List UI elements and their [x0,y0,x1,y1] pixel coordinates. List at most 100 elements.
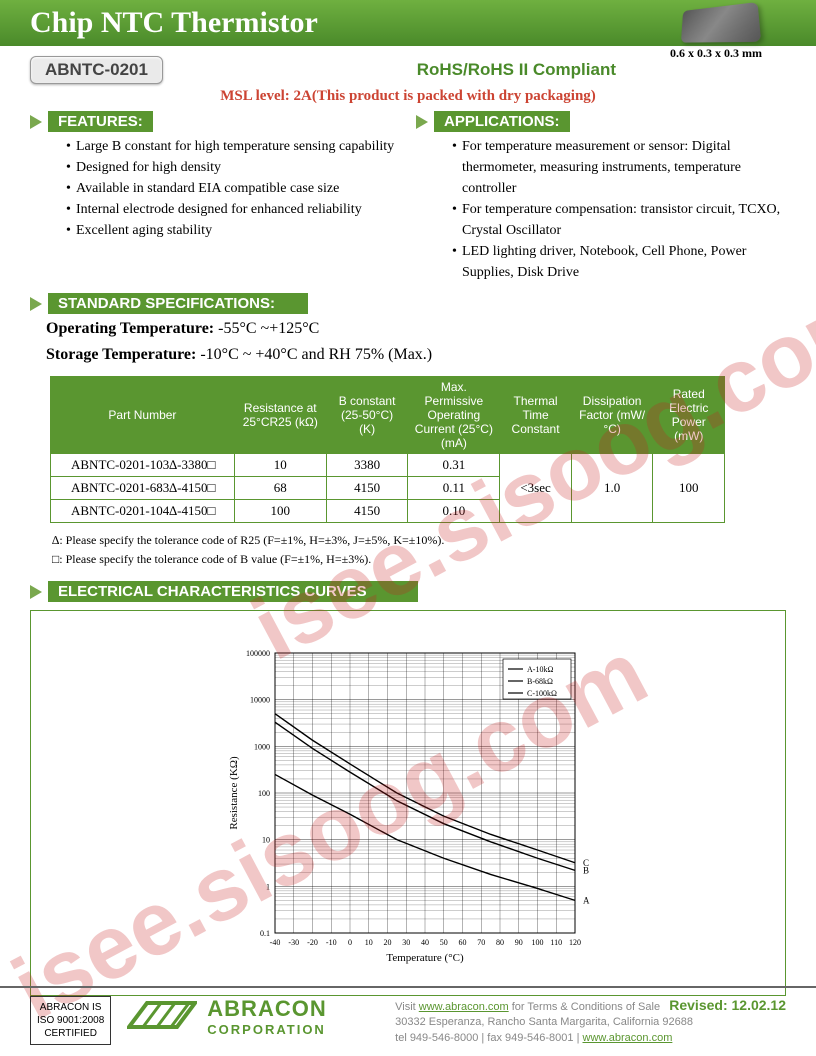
svg-text:A-10kΩ: A-10kΩ [527,665,553,674]
curves-title: ELECTRICAL CHARACTERISTICS CURVES [48,581,418,602]
list-item: Excellent aging stability [66,220,400,241]
svg-text:20: 20 [384,938,392,947]
features-list: Large B constant for high temperature se… [30,132,400,243]
svg-text:-40: -40 [270,938,281,947]
th-tc: Thermal Time Constant [500,377,571,454]
list-item: Large B constant for high temperature se… [66,136,400,157]
th-i: Max. Permissive Operating Current (25°C)… [408,377,500,454]
svg-text:30: 30 [402,938,410,947]
corp-name: ABRACON [207,996,326,1022]
svg-text:50: 50 [440,938,448,947]
svg-text:C: C [583,858,589,868]
table-row: ABNTC-0201-103∆-3380□ 10 3380 0.31 <3sec… [51,454,725,477]
cell-pn: ABNTC-0201-683∆-4150□ [51,477,235,500]
list-item: For temperature compensation: transistor… [452,199,786,241]
rt-curve-chart: 0.1110100100010000100000-40-30-20-100102… [223,623,593,983]
arrow-icon [30,297,42,311]
svg-text:90: 90 [515,938,523,947]
svg-text:B-68kΩ: B-68kΩ [527,677,553,686]
svg-text:C-100kΩ: C-100kΩ [527,689,557,698]
tel: tel 949-546-8000 | fax 949-546-8001 | [395,1032,582,1044]
svg-text:60: 60 [459,938,467,947]
svg-text:Temperature (°C): Temperature (°C) [386,952,464,964]
footnote-2: □: Please specify the tolerance code of … [0,550,816,569]
op-temp-value: -55°C ~+125°C [214,320,319,337]
address: 30332 Esperanza, Rancho Santa Margarita,… [395,1015,786,1030]
svg-text:10000: 10000 [250,696,270,705]
rohs-label: RoHS/RoHS II Compliant [417,60,616,80]
svg-text:-30: -30 [288,938,299,947]
svg-text:Resistance (KΩ): Resistance (KΩ) [228,756,240,830]
svg-text:120: 120 [569,938,581,947]
op-temp-label: Operating Temperature: [46,320,214,337]
logo-icon [127,997,197,1035]
spec-title: STANDARD SPECIFICATIONS: [48,293,308,314]
st-temp-value: -10°C ~ +40°C and RH 75% (Max.) [196,346,432,363]
svg-text:10: 10 [262,836,270,845]
applications-title: APPLICATIONS: [434,111,570,132]
corp-sub: CORPORATION [207,1022,326,1037]
svg-text:70: 70 [477,938,485,947]
svg-text:100000: 100000 [246,649,270,658]
svg-text:100: 100 [532,938,544,947]
cell: 4150 [326,477,408,500]
th-part: Part Number [51,377,235,454]
cell-df: 1.0 [571,454,653,523]
svg-text:100: 100 [258,789,270,798]
svg-text:0.1: 0.1 [260,929,270,938]
list-item: Designed for high density [66,157,400,178]
th-res: Resistance at 25°CR25 (kΩ) [234,377,326,454]
svg-text:110: 110 [550,938,562,947]
iso-line: CERTIFIED [37,1027,104,1040]
applications-list: For temperature measurement or sensor: D… [416,132,786,285]
list-item: LED lighting driver, Notebook, Cell Phon… [452,241,786,283]
msl-text: MSL level: 2A(This product is packed wit… [0,88,816,105]
chip-image [681,2,761,43]
revised-date: Revised: 12.02.12 [669,997,786,1013]
cell-rp: 100 [653,454,725,523]
cell-tc: <3sec [500,454,571,523]
cell: 68 [234,477,326,500]
svg-text:80: 80 [496,938,504,947]
visit-text: Visit [395,1001,419,1013]
th-rp: Rated Electric Power (mW) [653,377,725,454]
svg-text:10: 10 [365,938,373,947]
visit-link[interactable]: www.abracon.com [419,1001,509,1013]
part-number-badge: ABNTC-0201 [30,56,163,84]
web-link[interactable]: www.abracon.com [583,1032,673,1044]
cell: 100 [234,500,326,523]
th-b: B constant (25-50°C) (K) [326,377,408,454]
footer-contact: Visit www.abracon.com for Terms & Condit… [395,996,786,1046]
visit-text2: for Terms & Conditions of Sale [509,1001,660,1013]
page-title: Chip NTC Thermistor [30,6,318,40]
chart-container: 0.1110100100010000100000-40-30-20-100102… [30,610,786,996]
iso-line: ABRACON IS [37,1001,104,1014]
arrow-icon [30,585,42,599]
cell-pn: ABNTC-0201-103∆-3380□ [51,454,235,477]
list-item: For temperature measurement or sensor: D… [452,136,786,199]
cell: 0.31 [408,454,500,477]
list-item: Available in standard EIA compatible cas… [66,178,400,199]
arrow-icon [30,115,42,129]
footnote-1: ∆: Please specify the tolerance code of … [0,531,816,550]
svg-text:-20: -20 [307,938,318,947]
svg-text:1: 1 [266,882,270,891]
features-title: FEATURES: [48,111,153,132]
cell: 10 [234,454,326,477]
cell: 0.11 [408,477,500,500]
cell: 4150 [326,500,408,523]
cell: 3380 [326,454,408,477]
st-temp-label: Storage Temperature: [46,346,196,363]
iso-line: ISO 9001:2008 [37,1014,104,1027]
spec-table: Part Number Resistance at 25°CR25 (kΩ) B… [50,376,725,523]
svg-text:1000: 1000 [254,742,270,751]
svg-text:A: A [583,895,590,905]
svg-text:40: 40 [421,938,429,947]
cell-pn: ABNTC-0201-104∆-4150□ [51,500,235,523]
cell: 0.10 [408,500,500,523]
svg-text:-10: -10 [326,938,337,947]
th-df: Dissipation Factor (mW/°C) [571,377,653,454]
arrow-icon [416,115,428,129]
list-item: Internal electrode designed for enhanced… [66,199,400,220]
abracon-logo: ABRACON CORPORATION [127,996,326,1037]
